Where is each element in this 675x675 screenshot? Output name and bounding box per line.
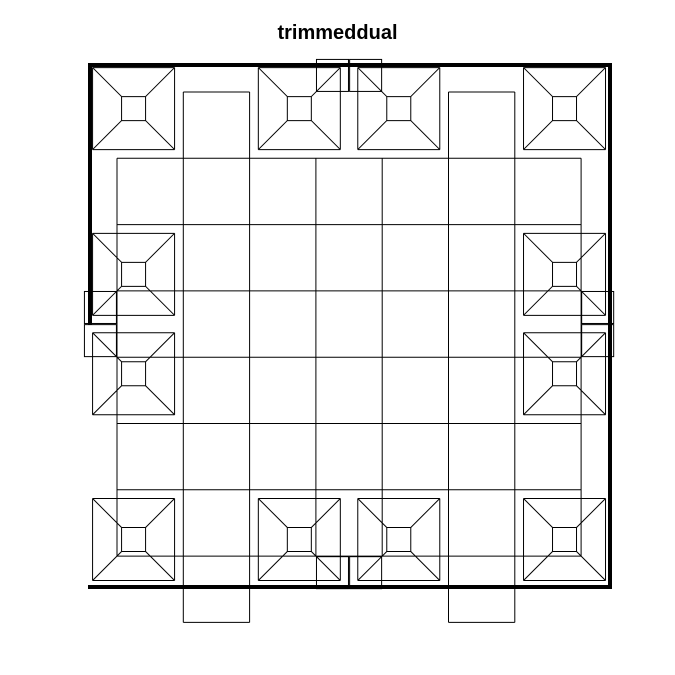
corner-ring-1 xyxy=(92,67,176,151)
border-cell xyxy=(581,324,615,358)
corner-ring-9 xyxy=(92,498,176,582)
ring-spoke xyxy=(145,385,175,416)
corner-ring-11 xyxy=(357,498,441,582)
border-cell xyxy=(315,58,349,92)
ring-spoke xyxy=(523,67,553,97)
border-cell xyxy=(349,58,383,92)
ring-spoke xyxy=(523,385,553,416)
ring-spoke xyxy=(145,285,175,316)
ring-spoke xyxy=(576,498,606,528)
ring-spoke xyxy=(523,551,553,581)
ring-spoke xyxy=(92,498,122,528)
ring-spoke xyxy=(145,498,175,528)
corner-ring-5 xyxy=(92,232,176,316)
ring-spoke xyxy=(576,67,606,97)
ring-spoke xyxy=(410,120,441,150)
mesh-edges xyxy=(83,58,615,623)
ring-spoke xyxy=(257,120,288,150)
ring-spoke xyxy=(145,67,175,97)
diagram-title: trimmeddual xyxy=(277,22,398,44)
ring-spoke xyxy=(92,120,122,150)
ring-spoke xyxy=(310,67,341,97)
ring-spoke xyxy=(145,232,175,263)
border-cell xyxy=(581,290,615,324)
frame-border xyxy=(88,63,612,589)
ring-spoke xyxy=(145,551,175,581)
border-cell xyxy=(83,290,117,324)
ring-spoke xyxy=(523,498,553,528)
ring-spoke xyxy=(92,385,122,416)
corner-ring-3 xyxy=(357,67,441,151)
ring-spoke xyxy=(357,498,388,528)
corner-ring-6 xyxy=(523,232,607,316)
ring-spoke xyxy=(576,385,606,416)
ring-spoke xyxy=(523,232,553,263)
corner-ring-7 xyxy=(92,332,176,416)
corner-ring-4 xyxy=(523,67,607,151)
corner-ring-10 xyxy=(257,498,341,582)
ring-spoke xyxy=(92,232,122,263)
ring-spoke xyxy=(357,120,388,150)
ring-spoke xyxy=(523,120,553,150)
ring-spoke xyxy=(357,67,388,97)
ring-spoke xyxy=(523,285,553,316)
ring-spoke xyxy=(410,67,441,97)
ring-spoke xyxy=(576,232,606,263)
ring-spoke xyxy=(92,67,122,97)
ring-spoke xyxy=(523,332,553,363)
ring-spoke xyxy=(257,67,288,97)
corner-ring-12 xyxy=(523,498,607,582)
ring-spoke xyxy=(145,332,175,363)
corner-ring-8 xyxy=(523,332,607,416)
ring-spoke xyxy=(410,551,441,581)
ring-spoke xyxy=(576,120,606,150)
ring-spoke xyxy=(92,551,122,581)
ring-spoke xyxy=(576,551,606,581)
ring-spoke xyxy=(257,498,288,528)
ring-spoke xyxy=(310,498,341,528)
ring-spoke xyxy=(410,498,441,528)
ring-spoke xyxy=(145,120,175,150)
border-cell xyxy=(83,324,117,358)
ring-spoke xyxy=(257,551,288,581)
corner-ring-2 xyxy=(257,67,341,151)
ring-spoke xyxy=(310,120,341,150)
